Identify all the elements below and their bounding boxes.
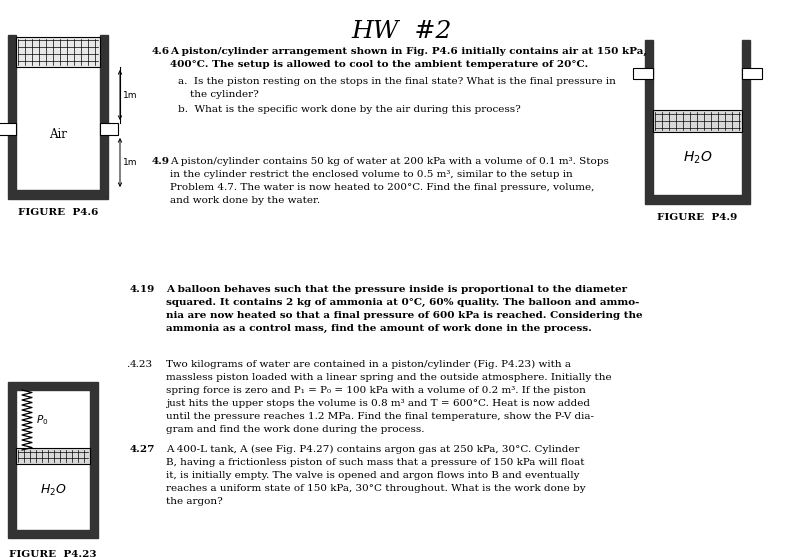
Text: 1m: 1m xyxy=(123,158,137,167)
Text: B, having a frictionless piston of such mass that a pressure of 150 kPa will flo: B, having a frictionless piston of such … xyxy=(165,458,584,467)
Text: Air: Air xyxy=(49,129,67,141)
Text: just hits the upper stops the volume is 0.8 m³ and T = 600°C. Heat is now added: just hits the upper stops the volume is … xyxy=(165,399,589,408)
Text: squared. It contains 2 kg of ammonia at 0°C, 60% quality. The balloon and ammo-: squared. It contains 2 kg of ammonia at … xyxy=(165,298,638,307)
Text: spring force is zero and P₁ = P₀ = 100 kPa with a volume of 0.2 m³. If the pisto: spring force is zero and P₁ = P₀ = 100 k… xyxy=(165,386,585,395)
Text: Problem 4.7. The water is now heated to 200°C. Find the final pressure, volume,: Problem 4.7. The water is now heated to … xyxy=(169,183,593,192)
Text: $H_2O$: $H_2O$ xyxy=(39,482,67,497)
Bar xyxy=(90,390,98,530)
Bar xyxy=(741,68,761,79)
Text: ammonia as a control mass, find the amount of work done in the process.: ammonia as a control mass, find the amou… xyxy=(165,324,591,333)
Text: b.  What is the specific work done by the air during this process?: b. What is the specific work done by the… xyxy=(177,105,520,114)
Text: gram and find the work done during the process.: gram and find the work done during the p… xyxy=(165,425,424,434)
Bar xyxy=(8,35,16,190)
Text: massless piston loaded with a linear spring and the outside atmosphere. Initiall: massless piston loaded with a linear spr… xyxy=(165,373,611,382)
Bar xyxy=(741,40,749,195)
Text: HW  #2: HW #2 xyxy=(352,20,451,43)
Text: in the cylinder restrict the enclosed volume to 0.5 m³, similar to the setup in: in the cylinder restrict the enclosed vo… xyxy=(169,170,572,179)
Text: reaches a uniform state of 150 kPa, 30°C throughout. What is the work done by: reaches a uniform state of 150 kPa, 30°C… xyxy=(165,484,585,493)
Text: Two kilograms of water are contained in a piston/cylinder (Fig. P4.23) with a: Two kilograms of water are contained in … xyxy=(165,360,570,369)
Text: A piston/cylinder contains 50 kg of water at 200 kPa with a volume of 0.1 m³. St: A piston/cylinder contains 50 kg of wate… xyxy=(169,157,608,166)
Bar xyxy=(644,40,652,195)
Text: FIGURE  P4.6: FIGURE P4.6 xyxy=(18,208,98,217)
Text: A balloon behaves such that the pressure inside is proportional to the diameter: A balloon behaves such that the pressure… xyxy=(165,285,626,294)
Text: a.  Is the piston resting on the stops in the final state? What is the final pre: a. Is the piston resting on the stops in… xyxy=(177,77,615,86)
Text: nia are now heated so that a final pressure of 600 kPa is reached. Considering t: nia are now heated so that a final press… xyxy=(165,311,642,320)
Bar xyxy=(100,123,118,135)
Bar xyxy=(16,448,90,464)
Text: FIGURE  P4.23: FIGURE P4.23 xyxy=(10,550,96,557)
Text: 400°C. The setup is allowed to cool to the ambient temperature of 20°C.: 400°C. The setup is allowed to cool to t… xyxy=(169,60,588,69)
Bar xyxy=(0,123,16,135)
Bar xyxy=(8,530,98,538)
Bar xyxy=(8,390,16,530)
Text: until the pressure reaches 1.2 MPa. Find the final temperature, show the P-V dia: until the pressure reaches 1.2 MPa. Find… xyxy=(165,412,593,421)
Text: A piston/cylinder arrangement shown in Fig. P4.6 initially contains air at 150 k: A piston/cylinder arrangement shown in F… xyxy=(169,47,646,56)
Bar xyxy=(652,110,741,132)
Text: 1m: 1m xyxy=(123,90,137,100)
Text: 4.23: 4.23 xyxy=(130,360,153,369)
Bar xyxy=(8,190,108,199)
Text: the argon?: the argon? xyxy=(165,497,222,506)
Text: FIGURE  P4.9: FIGURE P4.9 xyxy=(657,213,736,222)
Text: it, is initially empty. The valve is opened and argon flows into B and eventuall: it, is initially empty. The valve is ope… xyxy=(165,471,579,480)
Bar xyxy=(644,195,749,204)
Text: 4.9: 4.9 xyxy=(152,157,169,166)
Text: 4.6: 4.6 xyxy=(152,47,170,56)
Text: A 400-L tank, A (see Fig. P4.27) contains argon gas at 250 kPa, 30°C. Cylinder: A 400-L tank, A (see Fig. P4.27) contain… xyxy=(165,445,579,454)
Text: and work done by the water.: and work done by the water. xyxy=(169,196,320,205)
Text: 4.19: 4.19 xyxy=(130,285,155,294)
Text: $P_0$: $P_0$ xyxy=(36,413,48,427)
Bar xyxy=(100,35,108,190)
Text: $H_2O$: $H_2O$ xyxy=(682,150,711,166)
Bar xyxy=(8,382,98,390)
Bar xyxy=(16,37,100,67)
Text: 4.27: 4.27 xyxy=(130,445,155,454)
Text: .: . xyxy=(126,360,129,369)
Bar xyxy=(632,68,652,79)
Text: the cylinder?: the cylinder? xyxy=(190,90,259,99)
